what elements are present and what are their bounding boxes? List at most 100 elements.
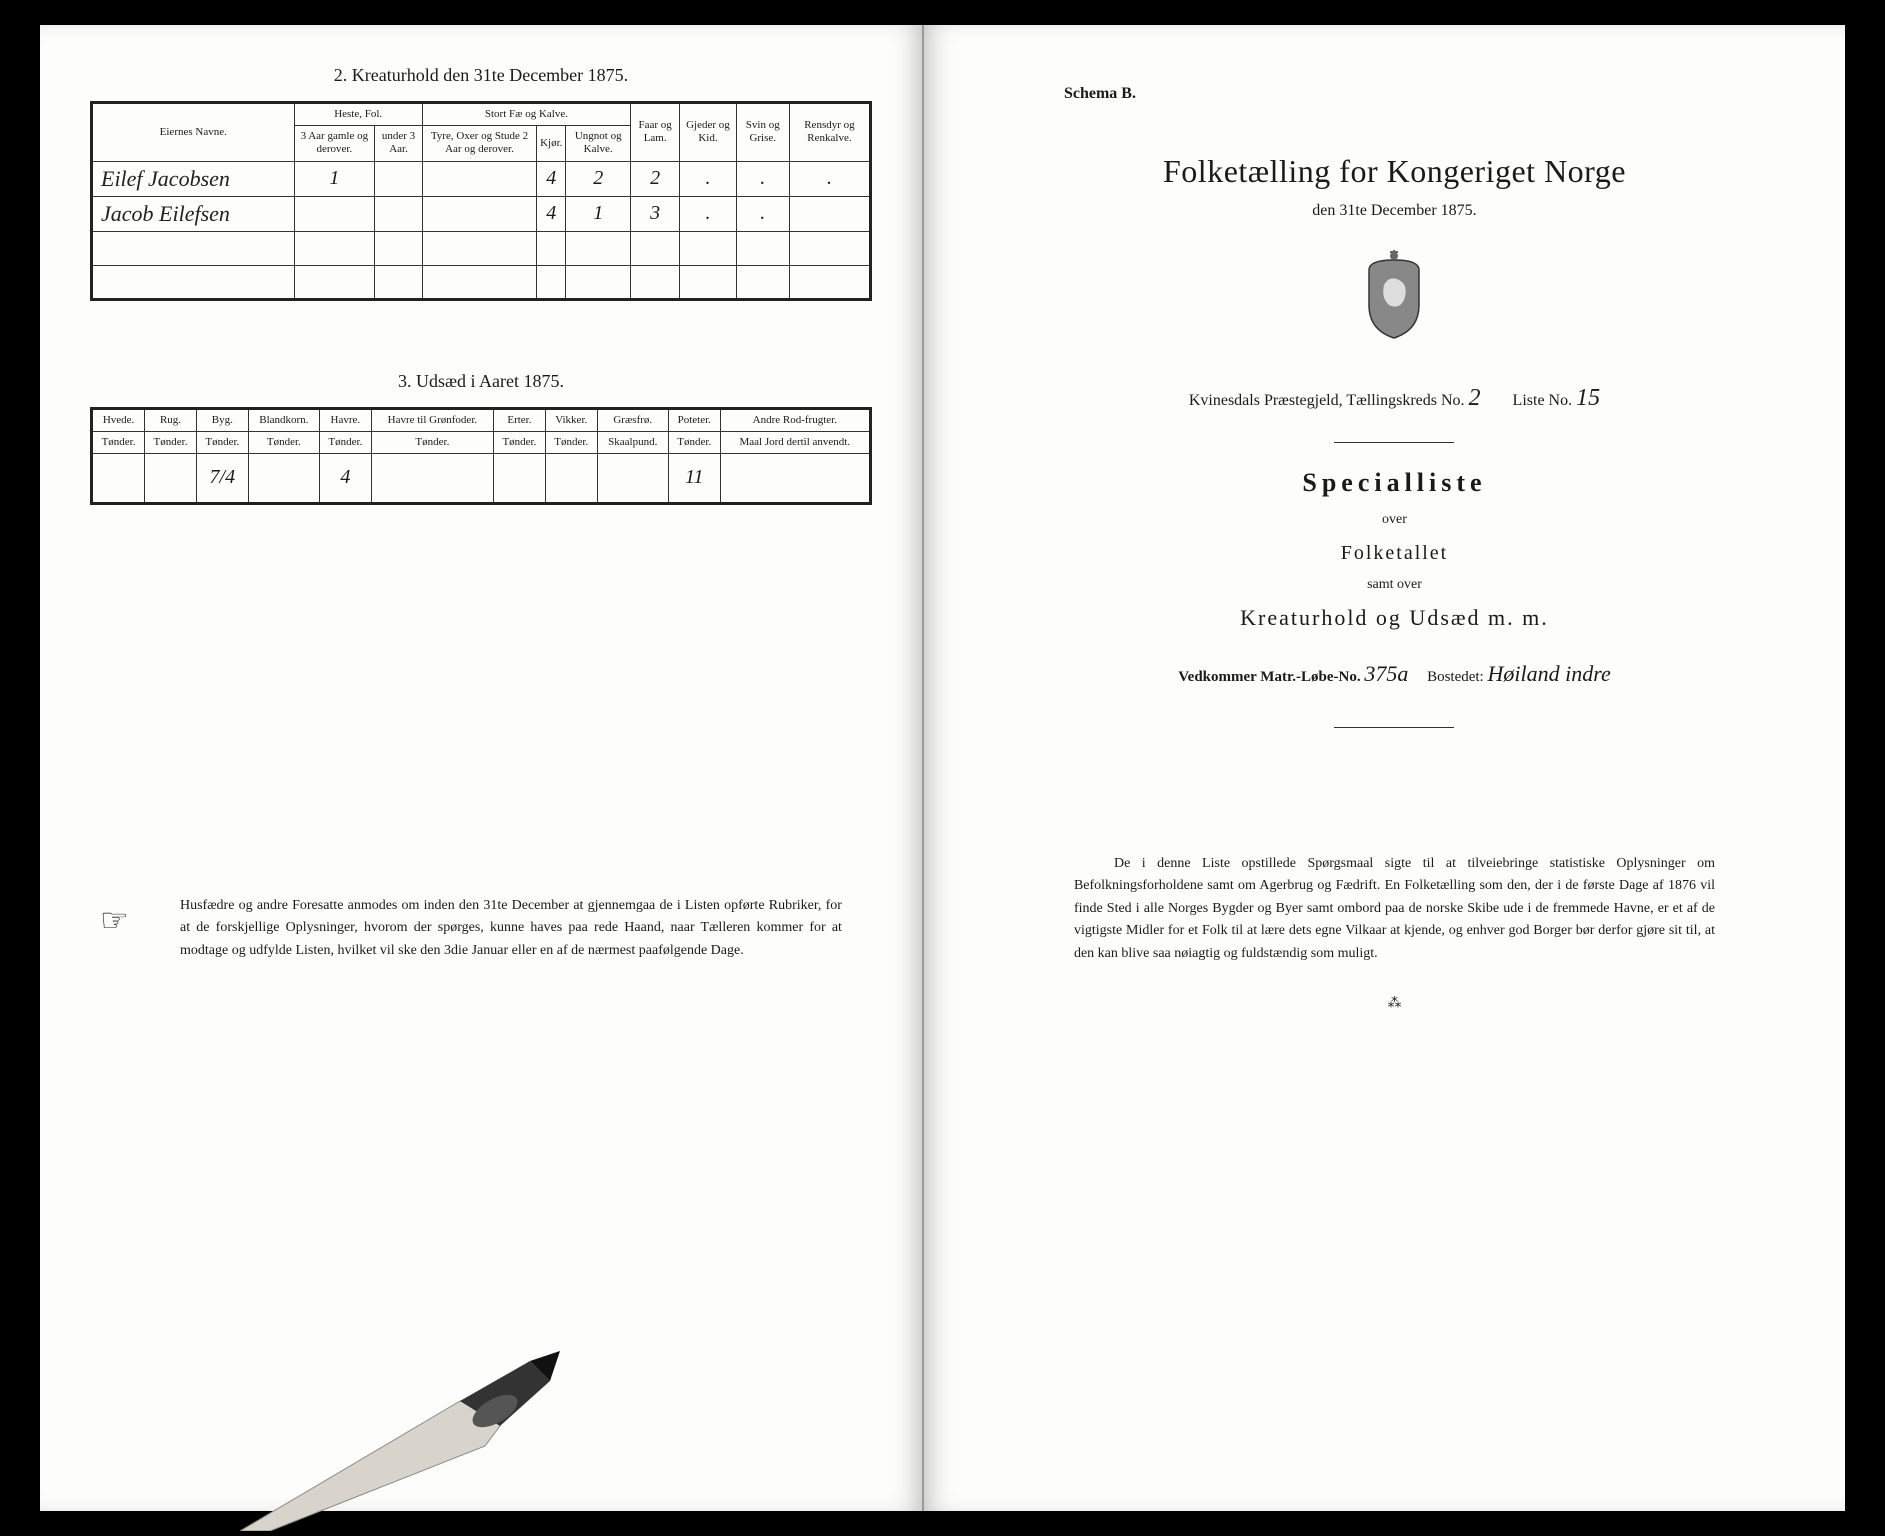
section3-title: 3. Udsæd i Aaret 1875.: [90, 371, 872, 392]
unit: Tønder.: [92, 431, 145, 453]
cell: [422, 161, 536, 196]
col: Erter.: [494, 408, 546, 431]
cell: .: [680, 161, 736, 196]
left-footnote: ☞ Husfædre og andre Foresatte anmodes om…: [180, 895, 842, 962]
schema-label: Schema B.: [1064, 85, 1755, 103]
unit: Tønder.: [319, 431, 371, 453]
cell: .: [789, 161, 870, 196]
over-label: over: [1034, 512, 1755, 528]
unit: Tønder.: [668, 431, 720, 453]
matr-no: 375a: [1364, 661, 1408, 686]
unit: Tønder.: [248, 431, 319, 453]
cell: [248, 453, 319, 503]
col: Andre Rod-frugter.: [720, 408, 870, 431]
cell: [371, 453, 493, 503]
cell: 4: [537, 161, 566, 196]
col: Blandkorn.: [248, 408, 319, 431]
table-row: Eilef Jacobsen 1 4 2 2 . . .: [92, 161, 871, 196]
divider: [1334, 442, 1454, 443]
district-no: 2: [1469, 385, 1481, 411]
table-row: [92, 231, 871, 265]
col-horse1: 3 Aar gamle og derover.: [294, 126, 375, 161]
table-row: [92, 265, 871, 299]
cell: [145, 453, 197, 503]
samt-label: samt over: [1034, 577, 1755, 593]
col: Poteter.: [668, 408, 720, 431]
unit: Tønder.: [145, 431, 197, 453]
col: Græsfrø.: [597, 408, 668, 431]
specialliste: Specialliste: [1034, 468, 1755, 498]
right-footnote: De i denne Liste opstillede Spørgsmaal s…: [1074, 853, 1715, 965]
col-sheep: Faar og Lam.: [630, 103, 679, 162]
col-owners: Eiernes Navne.: [92, 103, 295, 162]
cell: 4: [319, 453, 371, 503]
bostedet-value: Høiland indre: [1487, 661, 1610, 686]
cell: [597, 453, 668, 503]
table-row: 7/4 4 11: [92, 453, 871, 503]
col-reindeer: Rensdyr og Renkalve.: [789, 103, 870, 162]
cell: [375, 161, 423, 196]
folketallet: Folketallet: [1034, 542, 1755, 565]
book-spread: 2. Kreaturhold den 31te December 1875. E…: [40, 25, 1845, 1511]
col: Rug.: [145, 408, 197, 431]
census-title: Folketælling for Kongeriget Norge: [1034, 153, 1755, 190]
cell: 7/4: [196, 453, 248, 503]
kreatur-line: Kreaturhold og Udsæd m. m.: [1034, 605, 1755, 631]
cell: [422, 196, 536, 231]
unit: Skaalpund.: [597, 431, 668, 453]
end-mark: ⁂: [1034, 995, 1755, 1012]
col-cattle2: Kjør.: [537, 126, 566, 161]
cell: 4: [537, 196, 566, 231]
cell: .: [680, 196, 736, 231]
owner-name: Jacob Eilefsen: [92, 196, 295, 231]
vedkommer-line: Vedkommer Matr.-Løbe-No. 375a Bostedet: …: [1034, 661, 1755, 687]
unit: Tønder.: [196, 431, 248, 453]
cell: 2: [630, 161, 679, 196]
unit: Tønder.: [371, 431, 493, 453]
col-cattle3: Ungnot og Kalve.: [566, 126, 631, 161]
col-cattle1: Tyre, Oxer og Stude 2 Aar og derover.: [422, 126, 536, 161]
cell: [720, 453, 870, 503]
sowing-table: Hvede. Rug. Byg. Blandkorn. Havre. Havre…: [90, 407, 872, 505]
col-cattle: Stort Fæ og Kalve.: [422, 103, 630, 126]
cell: [494, 453, 546, 503]
cell: [294, 196, 375, 231]
owner-name: Eilef Jacobsen: [92, 161, 295, 196]
district-line: Kvinesdals Præstegjeld, Tællingskreds No…: [1034, 385, 1755, 412]
livestock-table: Eiernes Navne. Heste, Fol. Stort Fæ og K…: [90, 101, 872, 301]
bostedet-label: Bostedet:: [1427, 669, 1484, 685]
cell: .: [736, 196, 789, 231]
cell: [789, 196, 870, 231]
cell: 2: [566, 161, 631, 196]
col-horse2: under 3 Aar.: [375, 126, 423, 161]
col-pigs: Svin og Grise.: [736, 103, 789, 162]
divider: [1334, 727, 1454, 728]
col-goats: Gjeder og Kid.: [680, 103, 736, 162]
cell: 1: [294, 161, 375, 196]
right-page: Schema B. Folketælling for Kongeriget No…: [924, 25, 1845, 1511]
footnote-text: Husfædre og andre Foresatte anmodes om i…: [180, 898, 842, 958]
col-horses: Heste, Fol.: [294, 103, 422, 126]
cell: 3: [630, 196, 679, 231]
pen-icon: [240, 1351, 560, 1531]
cell: [375, 196, 423, 231]
coat-of-arms-icon: [1034, 250, 1755, 345]
col: Havre til Grønfoder.: [371, 408, 493, 431]
table-row: Jacob Eilefsen 4 1 3 . .: [92, 196, 871, 231]
col: Byg.: [196, 408, 248, 431]
section2-title: 2. Kreaturhold den 31te December 1875.: [90, 65, 872, 86]
census-date: den 31te December 1875.: [1034, 202, 1755, 220]
col: Vikker.: [545, 408, 597, 431]
cell: .: [736, 161, 789, 196]
district-prefix: Kvinesdals Præstegjeld, Tællingskreds No…: [1189, 392, 1465, 409]
unit: Maal Jord dertil anvendt.: [720, 431, 870, 453]
unit: Tønder.: [545, 431, 597, 453]
cell: [92, 453, 145, 503]
col: Hvede.: [92, 408, 145, 431]
vedkommer-label: Vedkommer Matr.-Løbe-No.: [1178, 669, 1360, 685]
pointing-hand-icon: ☞: [100, 895, 129, 946]
cell: 1: [566, 196, 631, 231]
left-page: 2. Kreaturhold den 31te December 1875. E…: [40, 25, 924, 1511]
liste-no: 15: [1576, 385, 1600, 411]
cell: [545, 453, 597, 503]
